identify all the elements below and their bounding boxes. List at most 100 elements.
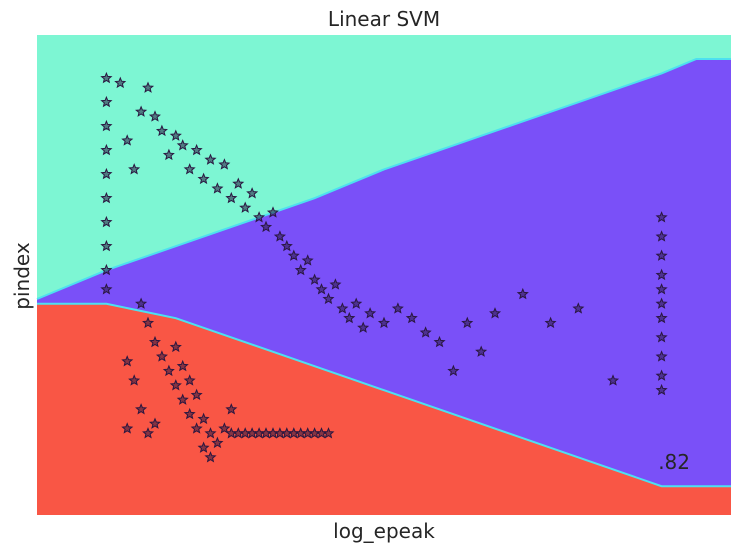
scatter-point — [100, 191, 113, 204]
scatter-point — [155, 350, 168, 362]
scatter-point — [572, 302, 585, 314]
scatter-point — [169, 129, 182, 141]
scatter-point — [433, 335, 446, 348]
scatter-point — [280, 239, 293, 252]
scatter-point — [489, 307, 502, 319]
decision-region-bottom — [37, 303, 731, 515]
scatter-point — [294, 263, 307, 276]
scatter-point — [176, 393, 189, 405]
scatter-point — [142, 427, 155, 439]
scatter-point — [232, 177, 245, 189]
scatter-point — [135, 105, 148, 117]
scatter-point — [287, 249, 300, 261]
scatter-point — [190, 143, 203, 156]
scatter-point — [100, 119, 113, 132]
scatter-point — [266, 206, 279, 218]
scatter-point — [135, 403, 148, 415]
scatter-point — [100, 95, 113, 108]
scatter-point — [142, 81, 155, 93]
scatter-point — [204, 451, 217, 463]
scatter-point — [239, 201, 252, 213]
scatter-point — [343, 311, 356, 324]
scatter-point — [364, 307, 377, 319]
scatter-point — [544, 316, 557, 329]
scatter-point — [322, 427, 335, 439]
scatter-point — [419, 326, 432, 338]
scatter-point — [253, 211, 266, 223]
scatter-point — [655, 297, 668, 309]
scatter-point — [377, 316, 391, 329]
decision-boundary-upper — [36, 58, 731, 300]
scatter-point — [142, 316, 155, 329]
scatter-point — [607, 374, 620, 386]
scatter-point — [100, 143, 113, 156]
scatter-point — [100, 215, 113, 228]
scatter-point — [155, 124, 168, 137]
y-axis-label: pindex — [10, 242, 34, 310]
scatter-point — [197, 172, 210, 185]
scatter-point — [148, 417, 161, 429]
scatter-point — [190, 388, 203, 401]
scatter-point — [128, 374, 141, 386]
scatter-point — [100, 167, 113, 180]
scatter-point — [121, 355, 134, 367]
scatter-point — [204, 153, 217, 165]
scatter-points — [100, 71, 668, 463]
scatter-point — [475, 345, 488, 357]
scatter-point — [183, 374, 196, 386]
scatter-point — [447, 364, 460, 377]
scatter-point — [176, 359, 189, 372]
scatter-point — [655, 350, 668, 362]
scatter-point — [218, 422, 231, 434]
scatter-point — [655, 211, 668, 223]
scatter-point — [655, 383, 668, 396]
scatter-point — [197, 441, 210, 453]
score-label: .82 — [658, 450, 690, 474]
scatter-point — [100, 283, 113, 295]
scatter-point — [273, 230, 286, 242]
scatter-point — [246, 187, 259, 199]
scatter-point — [148, 110, 161, 122]
scatter-point — [655, 311, 668, 324]
scatter-point — [336, 302, 349, 314]
scatter-point — [128, 163, 141, 175]
scatter-point — [100, 71, 113, 84]
scatter-point — [183, 407, 196, 420]
scatter-point — [190, 422, 203, 434]
scatter-point — [218, 158, 231, 170]
scatter-point — [655, 230, 668, 242]
scatter-point — [461, 316, 474, 329]
scatter-point — [357, 321, 370, 333]
scatter-point — [225, 191, 238, 204]
scatter-point — [169, 340, 182, 353]
scatter-point — [350, 297, 363, 309]
scatter-point — [308, 273, 321, 285]
scatter-point — [100, 263, 113, 276]
scatter-point — [405, 311, 418, 324]
x-axis-label: log_epeak — [333, 519, 435, 543]
scatter-point — [391, 302, 404, 314]
scatter-point — [114, 76, 127, 89]
scatter-point — [655, 268, 668, 281]
decision-region-top — [37, 35, 731, 299]
scatter-point — [121, 134, 134, 146]
scatter-point — [211, 436, 224, 449]
scatter-point — [183, 163, 196, 175]
scatter-point — [197, 412, 210, 425]
scatter-point — [329, 278, 342, 290]
scatter-point — [655, 283, 668, 295]
chart-title: Linear SVM — [327, 7, 441, 31]
scatter-point — [315, 283, 328, 295]
scatter-point — [204, 427, 217, 439]
scatter-point — [162, 364, 175, 377]
scatter-point — [301, 254, 314, 266]
scatter-point — [135, 297, 148, 309]
scatter-point — [100, 239, 113, 252]
scatter-point — [322, 292, 335, 305]
scatter-point — [225, 403, 238, 415]
scatter-point — [121, 422, 134, 434]
scatter-point — [655, 331, 668, 343]
scatter-point — [655, 369, 668, 381]
scatter-point — [169, 379, 182, 391]
